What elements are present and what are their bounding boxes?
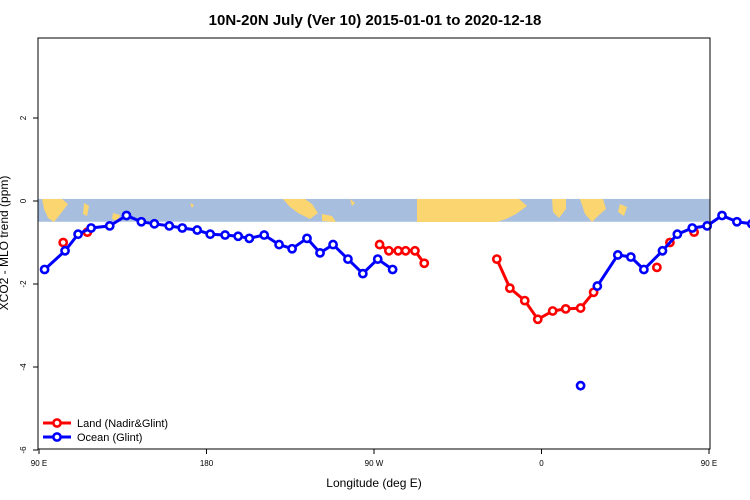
landmass-arabia <box>552 199 566 218</box>
data-point <box>400 245 411 256</box>
data-point <box>410 245 420 256</box>
legend-label: Ocean (Glint) <box>77 432 142 444</box>
data-point <box>657 245 668 256</box>
legend: Land (Nadir&Glint) Ocean (Glint) <box>43 418 168 444</box>
data-point <box>575 303 586 313</box>
series-line-segment <box>43 214 394 276</box>
data-point <box>491 254 502 264</box>
data-point <box>149 218 160 229</box>
data-point <box>328 239 338 250</box>
x-tick-label: 180 <box>200 459 214 468</box>
data-point <box>560 303 571 314</box>
data-point <box>612 250 623 260</box>
world-map-band <box>38 198 710 222</box>
x-axis: 90 E 180 90 W 0 90 E <box>31 449 717 468</box>
map-ocean <box>38 198 710 222</box>
data-point <box>164 220 175 231</box>
data-point <box>302 233 312 244</box>
data-point <box>220 230 231 240</box>
y-axis: -6 -4 -2 0 2 <box>19 115 38 454</box>
y-axis-label: XCO2 - MLO trend (ppm) <box>0 176 11 311</box>
data-point <box>672 229 683 240</box>
data-point <box>177 223 188 233</box>
x-axis-label: Longitude (deg E) <box>326 476 421 490</box>
data-point <box>58 237 69 248</box>
legend-marker <box>52 418 62 428</box>
x-tick-label: 90 W <box>365 459 384 468</box>
legend-marker <box>52 432 62 442</box>
y-tick-label: -2 <box>19 280 28 288</box>
data-point <box>86 223 97 233</box>
x-tick-label: 0 <box>539 459 544 468</box>
data-point <box>687 223 698 233</box>
x-tick-label: 90 E <box>31 459 47 468</box>
landmass-islands-1 <box>83 203 89 216</box>
data-point <box>575 380 586 391</box>
data-point <box>547 306 558 316</box>
y-tick-label: -4 <box>19 363 28 371</box>
y-tick-label: 2 <box>19 115 28 120</box>
data-point <box>387 264 398 275</box>
data-point <box>315 247 325 258</box>
data-point <box>233 231 244 242</box>
data-point <box>383 245 394 256</box>
data-point <box>121 210 132 221</box>
x-tick-label: 90 E <box>701 459 717 468</box>
data-point <box>136 216 147 227</box>
landmass-mexico <box>283 199 318 219</box>
data-point <box>287 243 298 254</box>
data-point <box>104 220 115 231</box>
landmass-india <box>580 199 606 222</box>
landmass-asia-1 <box>42 199 68 222</box>
data-point <box>732 216 742 227</box>
data-point <box>519 295 530 306</box>
data-point <box>374 239 385 250</box>
data-point <box>274 239 284 250</box>
data-point <box>73 229 83 240</box>
data-point <box>259 230 270 240</box>
landmass-central-america <box>322 214 336 222</box>
data-point <box>192 225 203 235</box>
landmass-africa <box>417 199 527 222</box>
data-point <box>717 210 727 221</box>
data-point <box>205 229 216 240</box>
series-land <box>58 227 700 325</box>
chart-title: 10N-20N July (Ver 10) 2015-01-01 to 2020… <box>209 12 542 29</box>
data-point <box>592 281 603 291</box>
data-point <box>504 283 515 294</box>
data-point <box>343 254 353 264</box>
data-point <box>625 252 636 262</box>
data-point <box>702 220 713 231</box>
data-point <box>372 254 383 264</box>
data-point <box>39 264 50 275</box>
series-layer <box>39 210 750 391</box>
landmass-caribbean <box>350 199 355 206</box>
landmass-indochina <box>618 204 627 216</box>
legend-label: Land (Nadir&Glint) <box>77 418 168 430</box>
data-point <box>357 268 368 279</box>
y-tick-label: -6 <box>19 446 28 454</box>
data-point <box>244 233 255 244</box>
data-point <box>393 245 404 256</box>
landmass-pacific-island <box>190 203 194 208</box>
data-point <box>651 262 662 273</box>
data-point <box>60 245 70 256</box>
plot-frame <box>37 37 711 450</box>
data-point <box>638 264 649 275</box>
y-tick-label: 0 <box>19 198 28 203</box>
series-ocean <box>39 210 750 391</box>
data-point <box>532 314 543 325</box>
data-point <box>419 258 430 269</box>
